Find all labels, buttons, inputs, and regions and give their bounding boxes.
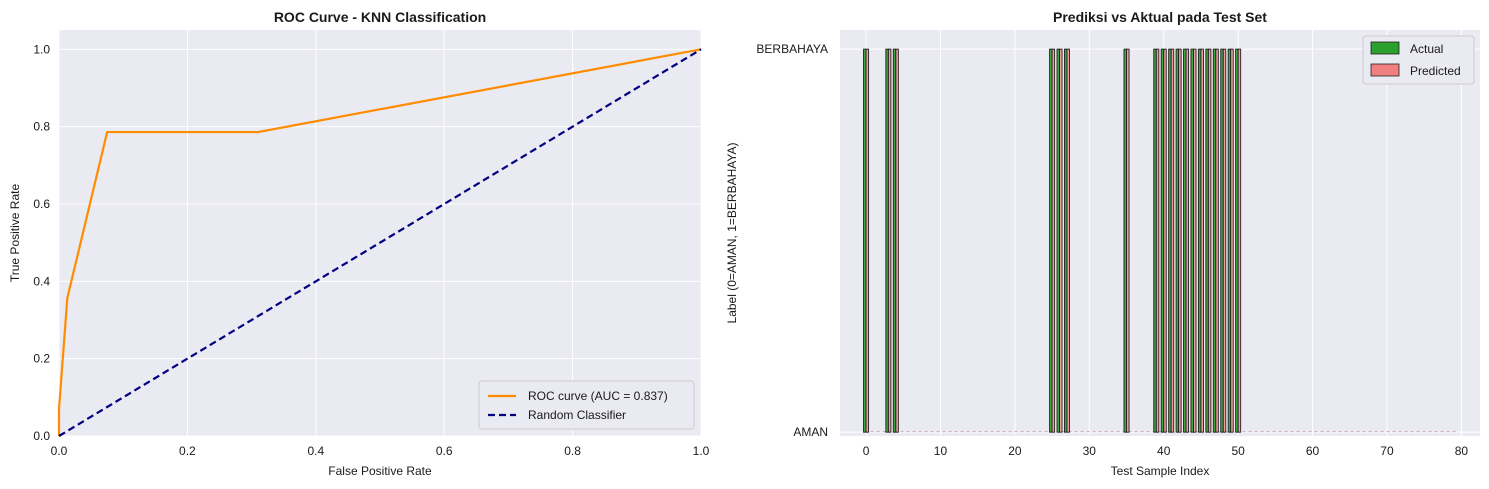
predicted-bar: [1051, 48, 1056, 433]
prediction-legend-swatch-predicted: [1370, 63, 1400, 77]
predicted-bar: [1230, 48, 1234, 433]
prediction-legend-label-actual: Actual: [1410, 42, 1443, 56]
predicted-bar: [1200, 48, 1204, 433]
prediction-bars: [863, 48, 1456, 433]
roc-legend: ROC curve (AUC = 0.837) Random Classifie…: [478, 380, 695, 430]
roc-ticks: 0.0 0.2 0.4 0.6 0.8 1.0 0.0 0.2 0.4 0.6 0.8 1.0: [33, 42, 709, 458]
predicted-bar: [1207, 48, 1212, 433]
predicted-bar: [1185, 48, 1190, 433]
prediction-y-axis-label: Label (0=AMAN, 1=BERBAHAYA): [725, 143, 739, 324]
prediction-legend-label-predicted: Predicted: [1410, 64, 1461, 78]
predicted-bar: [895, 48, 899, 433]
prediction-x-tick-label: 80: [1455, 444, 1469, 458]
roc-y-tick-label: 0.6: [33, 197, 50, 211]
roc-plot-area: [59, 30, 701, 436]
prediction-x-tick-label: 20: [1008, 444, 1022, 458]
prediction-x-tick-label: 60: [1306, 444, 1320, 458]
predicted-bar: [1170, 48, 1175, 433]
predicted-bar: [1237, 48, 1242, 433]
roc-x-tick-label: 0.8: [564, 444, 581, 458]
predicted-bar: [1163, 48, 1167, 433]
roc-x-tick-label: 1.0: [693, 444, 710, 458]
prediction-x-tick-label: 50: [1231, 444, 1245, 458]
roc-grid: [58, 30, 702, 437]
predicted-bar: [1126, 48, 1130, 433]
roc-legend-label-roc-curve: ROC curve (AUC = 0.837): [528, 389, 668, 403]
prediction-y-tick-label: BERBAHAYA: [756, 42, 828, 56]
prediction-y-tick-label: AMAN: [793, 425, 828, 439]
prediction-x-tick-label: 70: [1380, 444, 1394, 458]
roc-chart: 0.0 0.2 0.4 0.6 0.8 1.0 0.0 0.2 0.4 0.6 0.8 1.0 ROC…: [8, 9, 710, 478]
roc-series: [57, 48, 702, 437]
predicted-bar: [1066, 48, 1070, 433]
roc-y-tick-label: 0.2: [33, 352, 50, 366]
prediction-x-tick-label: 30: [1083, 444, 1097, 458]
predicted-bar: [1193, 48, 1197, 433]
predicted-bar: [1178, 48, 1182, 433]
prediction-ticks: 0 10 20 30 40 50 60 70 80 AMAN BERBAHAYA: [756, 42, 1468, 458]
roc-y-tick-label: 0.8: [33, 120, 50, 134]
roc-x-tick-label: 0.4: [307, 444, 324, 458]
prediction-legend-swatch-actual: [1370, 41, 1400, 55]
roc-y-axis-label: True Positive Rate: [8, 184, 22, 283]
random-classifier-line: [58, 48, 702, 437]
roc-legend-label-random-classifier: Random Classifier: [528, 408, 626, 422]
roc-x-tick-label: 0.6: [436, 444, 453, 458]
prediction-plot-area: [840, 30, 1480, 436]
prediction-legend: Actual Predicted: [1362, 35, 1475, 85]
roc-legend-box: [478, 380, 695, 430]
roc-title: ROC Curve - KNN Classification: [274, 9, 486, 25]
roc-y-tick-label: 0.4: [33, 274, 50, 288]
roc-y-tick-label: 0.0: [33, 429, 50, 443]
prediction-title: Prediksi vs Aktual pada Test Set: [1053, 9, 1267, 25]
prediction-x-tick-label: 40: [1157, 444, 1171, 458]
roc-y-tick-label: 1.0: [33, 42, 50, 56]
predicted-bar: [887, 48, 892, 433]
predicted-bar: [1215, 48, 1219, 433]
prediction-x-axis-label: Test Sample Index: [1111, 464, 1210, 478]
predicted-bar: [1059, 48, 1063, 433]
predicted-bar: [1155, 48, 1160, 433]
roc-x-tick-label: 0.0: [51, 444, 68, 458]
prediction-x-tick-label: 0: [863, 444, 870, 458]
roc-curve-line: [57, 48, 702, 436]
prediction-x-tick-label: 10: [934, 444, 948, 458]
prediction-chart: 0 10 20 30 40 50 60 70 80 AMAN BERBAHAYA Prediksi …: [725, 9, 1480, 478]
predicted-bar: [1222, 48, 1227, 433]
roc-x-tick-label: 0.2: [179, 444, 196, 458]
predicted-bar: [865, 48, 870, 433]
roc-x-axis-label: False Positive Rate: [328, 464, 432, 478]
